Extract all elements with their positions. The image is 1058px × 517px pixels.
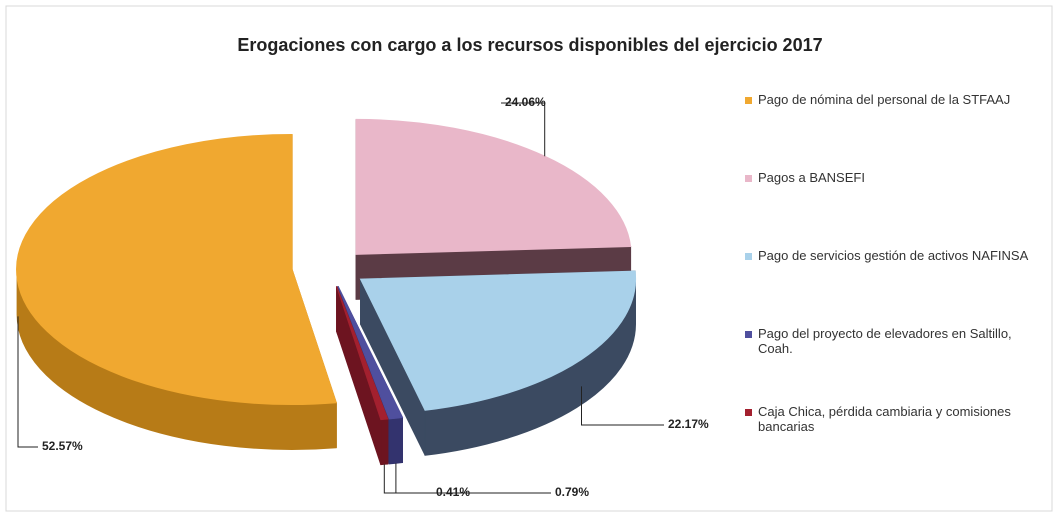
legend-swatch — [745, 331, 752, 338]
legend-label: Pago de servicios gestión de activos NAF… — [758, 248, 1029, 263]
slice — [359, 270, 637, 411]
slice — [336, 286, 389, 421]
chart-title: Erogaciones con cargo a los recursos dis… — [237, 35, 822, 55]
legend-swatch — [745, 97, 752, 104]
data-label: 52.57% — [42, 439, 83, 453]
legend-swatch — [745, 409, 752, 416]
leader-line — [17, 316, 38, 448]
legend-item: Caja Chica, pérdida cambiaria y comision… — [745, 404, 1045, 482]
legend-label: Caja Chica, pérdida cambiaria y comision… — [758, 404, 1011, 434]
legend-label: Pago del proyecto de elevadores en Salti… — [758, 326, 1012, 356]
leader-line — [395, 463, 551, 494]
legend-swatch — [745, 175, 752, 182]
legend-item: Pago del proyecto de elevadores en Salti… — [745, 326, 1045, 404]
slice — [355, 118, 632, 255]
data-label: 22.17% — [668, 417, 709, 431]
data-label: 0.79% — [555, 485, 589, 499]
slice — [337, 285, 404, 420]
data-label: 0.41% — [436, 485, 470, 499]
legend: Pago de nómina del personal de la STFAAJ… — [745, 92, 1045, 482]
legend-label: Pago de nómina del personal de la STFAAJ — [758, 92, 1011, 107]
legend-item: Pagos a BANSEFI — [745, 170, 1045, 248]
slice-side — [380, 418, 389, 466]
slice-side — [388, 416, 403, 465]
leader-line — [383, 464, 474, 494]
leader-line — [501, 102, 546, 157]
leader-line — [581, 386, 664, 426]
slice-tops — [16, 118, 637, 421]
legend-swatch — [745, 253, 752, 260]
data-label: 24.06% — [505, 95, 546, 109]
legend-item: Pago de nómina del personal de la STFAAJ — [745, 92, 1045, 170]
legend-label: Pagos a BANSEFI — [758, 170, 865, 185]
legend-item: Pago de servicios gestión de activos NAF… — [745, 248, 1045, 326]
slice — [16, 133, 337, 405]
frame-border — [5, 5, 1053, 512]
